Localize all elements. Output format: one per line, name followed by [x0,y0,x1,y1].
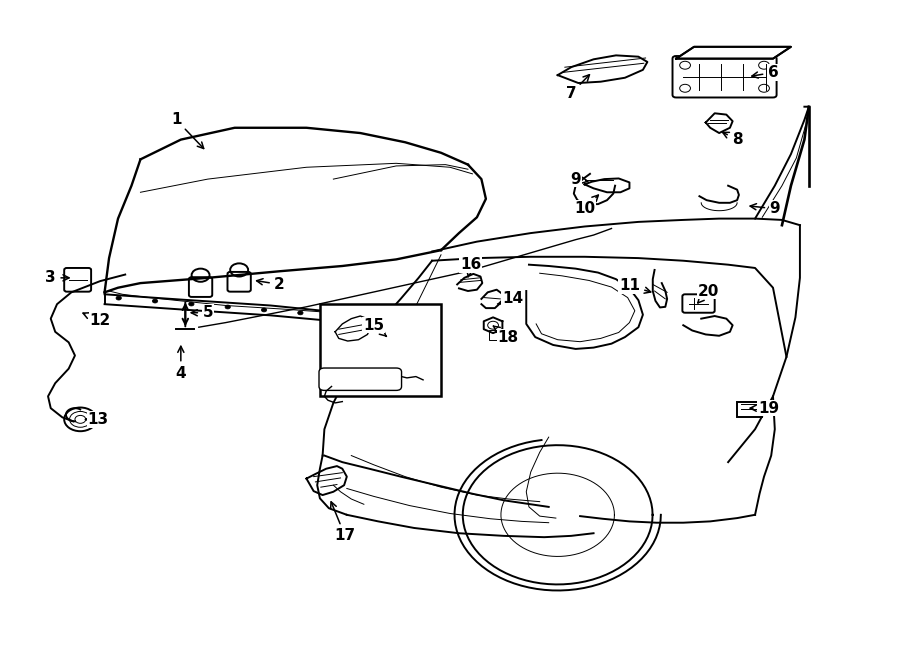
Circle shape [189,302,194,306]
Text: 14: 14 [498,292,524,307]
Text: 8: 8 [723,132,742,147]
Text: 2: 2 [256,277,285,292]
Text: 19: 19 [751,401,779,416]
Polygon shape [676,47,791,59]
Bar [737,402,762,417]
Circle shape [298,311,303,315]
Circle shape [261,308,266,312]
Bar [489,330,498,340]
Text: 13: 13 [86,412,109,427]
FancyBboxPatch shape [672,56,777,97]
Text: 18: 18 [493,326,519,344]
Circle shape [225,305,230,309]
Text: 1: 1 [171,112,203,149]
Text: 9: 9 [750,201,780,216]
Text: 20: 20 [698,284,719,303]
Text: 6: 6 [752,65,778,80]
FancyBboxPatch shape [189,277,212,297]
Circle shape [371,317,376,321]
Circle shape [116,296,122,300]
Text: 16: 16 [460,257,482,277]
Text: 15: 15 [364,318,386,336]
Text: 11: 11 [619,278,651,293]
Text: 9: 9 [571,172,588,186]
Text: 4: 4 [176,346,186,381]
FancyBboxPatch shape [682,294,715,313]
FancyBboxPatch shape [64,268,91,292]
Circle shape [152,299,158,303]
Text: 7: 7 [566,75,590,101]
FancyBboxPatch shape [319,368,401,391]
Text: 12: 12 [83,313,111,328]
Text: 5: 5 [191,305,213,320]
Text: 10: 10 [574,195,599,216]
Text: 3: 3 [45,270,69,286]
Bar [320,304,441,397]
Circle shape [334,314,339,318]
FancyBboxPatch shape [228,272,251,292]
Text: 17: 17 [330,502,356,543]
